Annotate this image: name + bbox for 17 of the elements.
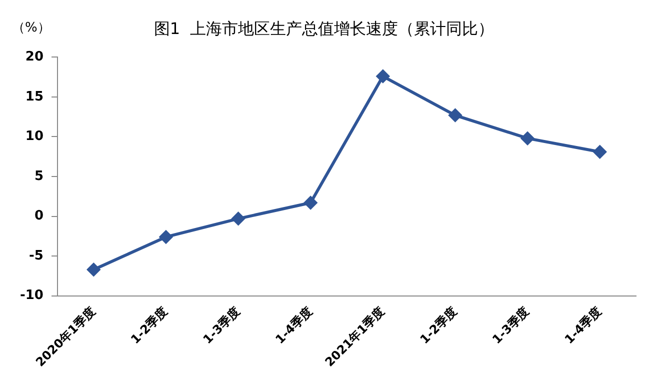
point [304, 196, 318, 210]
y-tick-label: 0 [34, 208, 44, 224]
y-tick-label: -10 [20, 288, 44, 304]
y-tick-label: 20 [25, 50, 44, 65]
y-tick-label: 15 [25, 89, 44, 104]
chart-title: 图1 上海市地区生产总值增长速度（累计同比） [154, 18, 494, 38]
point [448, 108, 462, 122]
point [87, 263, 100, 276]
point [159, 230, 172, 244]
point [593, 145, 606, 158]
y-tick-label: 10 [25, 129, 44, 144]
y-tick-label: -5 [29, 248, 44, 264]
point [376, 70, 390, 83]
y-tick-label: 5 [34, 168, 44, 184]
point [232, 212, 245, 226]
point [521, 132, 534, 145]
y-axis-title: （%） [12, 20, 50, 36]
